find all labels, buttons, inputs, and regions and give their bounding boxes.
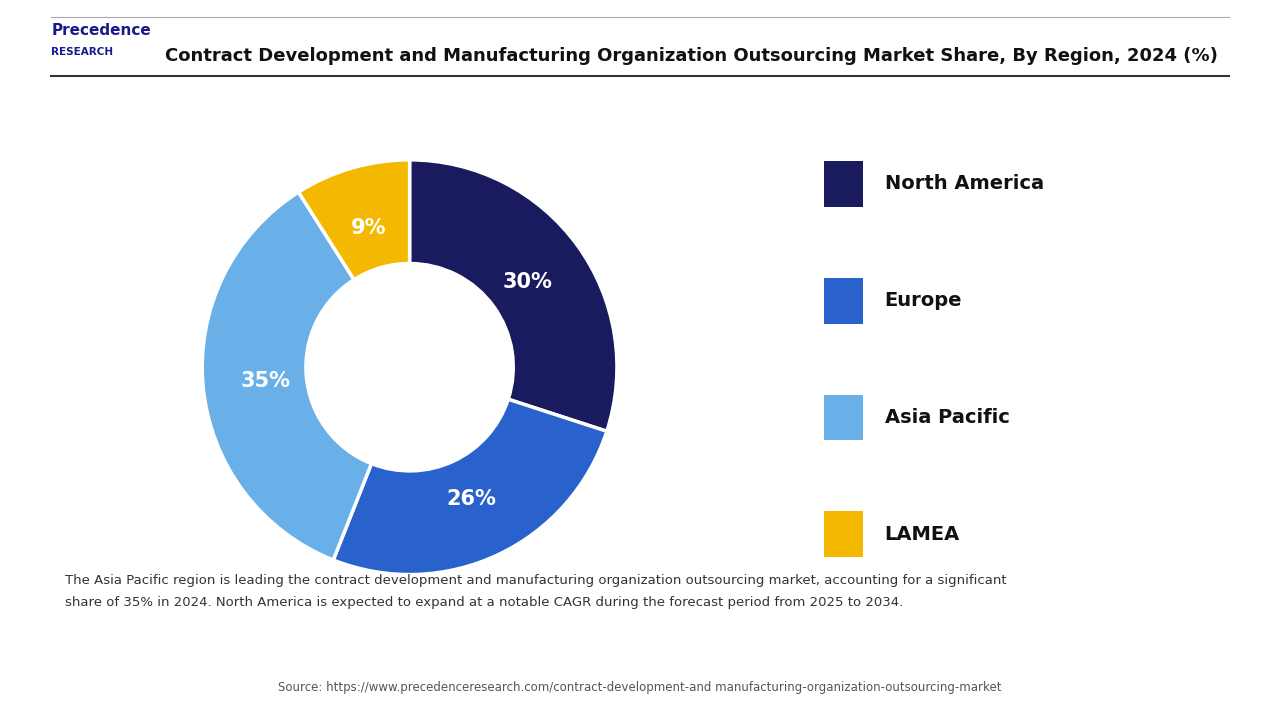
Text: Asia Pacific: Asia Pacific bbox=[884, 408, 1010, 427]
Text: 26%: 26% bbox=[447, 489, 497, 508]
Text: Contract Development and Manufacturing Organization Outsourcing Market Share, By: Contract Development and Manufacturing O… bbox=[165, 47, 1217, 65]
Wedge shape bbox=[410, 160, 617, 431]
Wedge shape bbox=[333, 399, 607, 575]
Text: RESEARCH: RESEARCH bbox=[51, 47, 114, 57]
Text: North America: North America bbox=[884, 174, 1044, 193]
Bar bbox=[824, 278, 863, 323]
Text: 35%: 35% bbox=[241, 371, 291, 391]
Wedge shape bbox=[298, 160, 410, 279]
Text: The Asia Pacific region is leading the contract development and manufacturing or: The Asia Pacific region is leading the c… bbox=[65, 575, 1007, 609]
Text: LAMEA: LAMEA bbox=[884, 525, 960, 544]
Bar bbox=[824, 395, 863, 441]
Text: Europe: Europe bbox=[884, 291, 963, 310]
Bar bbox=[824, 511, 863, 557]
Text: Precedence: Precedence bbox=[51, 23, 151, 38]
Text: 9%: 9% bbox=[351, 218, 387, 238]
Text: Source: https://www.precedenceresearch.com/contract-development-and manufacturin: Source: https://www.precedenceresearch.c… bbox=[278, 681, 1002, 694]
Wedge shape bbox=[202, 192, 371, 560]
Bar bbox=[824, 161, 863, 207]
Text: 30%: 30% bbox=[502, 272, 552, 292]
